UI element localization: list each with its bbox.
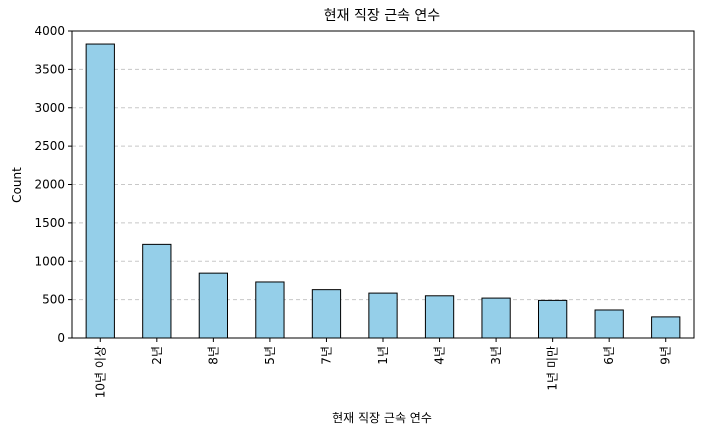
y-tick-label: 0 xyxy=(57,331,65,345)
bar xyxy=(538,299,568,339)
x-tick-label: 1년 xyxy=(376,346,390,365)
y-tick-label: 2000 xyxy=(34,178,65,192)
bar xyxy=(311,289,342,339)
bars xyxy=(85,43,681,339)
bar xyxy=(594,309,624,339)
bar xyxy=(85,43,115,339)
x-tick-label: 2년 xyxy=(150,346,164,365)
y-tick-label: 3000 xyxy=(34,101,65,115)
x-tick-label: 1년 미만 xyxy=(546,346,560,391)
x-tick-label: 6년 xyxy=(602,346,616,365)
grid-lines xyxy=(72,68,694,301)
y-axis-label: Count xyxy=(10,167,24,203)
bar xyxy=(255,281,285,339)
bar xyxy=(368,292,398,339)
y-tick-label: 500 xyxy=(42,293,65,307)
x-tick-label: 8년 xyxy=(206,346,220,365)
y-tick-label: 4000 xyxy=(34,24,65,38)
y-tick-label: 1500 xyxy=(34,216,65,230)
bar xyxy=(481,297,511,339)
bar xyxy=(142,243,172,339)
x-tick-label: 3년 xyxy=(489,346,503,365)
x-tick-label: 5년 xyxy=(263,346,277,365)
x-tick-label: 4년 xyxy=(433,346,447,365)
y-tick-label: 3500 xyxy=(34,62,65,76)
bar xyxy=(651,316,681,339)
bar xyxy=(424,295,455,339)
x-tick-label: 9년 xyxy=(659,346,673,365)
bar xyxy=(198,272,229,339)
y-tick-label: 1000 xyxy=(34,254,65,268)
y-axis-ticks: 0 500 1000 1500 2000 2500 3000 3500 4000 xyxy=(34,24,72,345)
y-tick-label: 2500 xyxy=(34,139,65,153)
x-axis-label: 현재 직장 근속 연수 xyxy=(332,411,432,425)
x-tick-label: 10년 이상 xyxy=(93,346,107,398)
x-tick-label: 7년 xyxy=(319,346,333,365)
chart-title: 현재 직장 근속 연수 xyxy=(324,8,441,24)
x-axis-ticks: 10년 이상 2년 8년 5년 7년 1년 4년 3년 1년 미만 6년 9년 xyxy=(93,338,673,398)
